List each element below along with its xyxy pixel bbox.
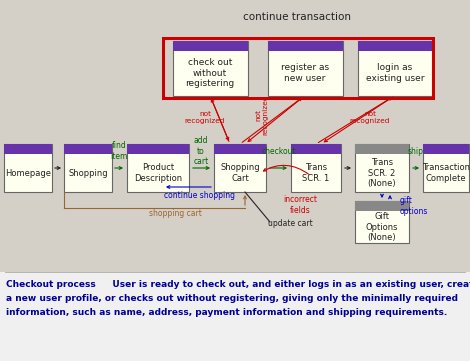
- Bar: [64, 144, 112, 154]
- Bar: [4, 144, 52, 192]
- Text: Transaction
Complete: Transaction Complete: [422, 163, 470, 183]
- Text: Gift
Options
(None): Gift Options (None): [366, 212, 398, 242]
- Bar: [0, 272, 470, 361]
- FancyArrowPatch shape: [264, 165, 309, 174]
- Bar: [127, 144, 189, 154]
- Text: Product
Description: Product Description: [134, 163, 182, 183]
- Text: a new user profile, or checks out without registering, giving only the minimally: a new user profile, or checks out withou…: [6, 294, 458, 303]
- Text: update cart: update cart: [267, 219, 313, 229]
- Bar: [355, 201, 409, 243]
- Bar: [358, 40, 432, 51]
- Bar: [214, 144, 266, 154]
- FancyArrowPatch shape: [324, 97, 392, 142]
- Bar: [355, 144, 409, 154]
- Text: not
recognized: not recognized: [185, 112, 225, 125]
- Bar: [355, 201, 409, 211]
- Text: information, such as name, address, payment information and shipping requirement: information, such as name, address, paym…: [6, 308, 447, 317]
- Text: add
to
cart: add to cart: [193, 136, 209, 166]
- FancyArrowPatch shape: [211, 98, 229, 140]
- Bar: [64, 144, 112, 192]
- Bar: [423, 144, 469, 192]
- FancyArrowPatch shape: [381, 194, 384, 197]
- FancyArrowPatch shape: [242, 98, 302, 142]
- FancyArrowPatch shape: [115, 167, 122, 169]
- FancyArrowPatch shape: [318, 97, 392, 143]
- Bar: [291, 144, 341, 192]
- Text: continue transaction: continue transaction: [243, 12, 351, 22]
- FancyArrowPatch shape: [193, 167, 209, 169]
- Text: not
recognized: not recognized: [256, 95, 268, 135]
- Text: Trans
SCR. 1: Trans SCR. 1: [302, 163, 329, 183]
- Text: login as
existing user: login as existing user: [366, 63, 424, 83]
- Text: checkout: checkout: [262, 147, 296, 156]
- Text: gift
options: gift options: [400, 196, 428, 216]
- Bar: [172, 40, 248, 51]
- Text: not
recognized: not recognized: [350, 112, 390, 125]
- Bar: [355, 144, 409, 192]
- FancyArrowPatch shape: [243, 196, 246, 205]
- FancyArrowPatch shape: [270, 167, 286, 169]
- Text: check out
without
registering: check out without registering: [185, 58, 235, 88]
- Bar: [214, 144, 266, 192]
- FancyArrowPatch shape: [248, 97, 303, 142]
- Bar: [4, 144, 52, 154]
- FancyArrowPatch shape: [413, 167, 418, 169]
- Text: incorrect
fields: incorrect fields: [283, 195, 317, 215]
- Text: Trans
SCR. 2
(None): Trans SCR. 2 (None): [368, 158, 396, 188]
- Bar: [163, 38, 433, 98]
- Text: find
item: find item: [110, 141, 128, 161]
- Bar: [423, 144, 469, 154]
- Text: Shopping
Cart: Shopping Cart: [220, 163, 260, 183]
- Text: Checkout process: Checkout process: [6, 280, 96, 289]
- Bar: [358, 40, 432, 96]
- Text: Homepage: Homepage: [5, 169, 51, 178]
- Bar: [127, 144, 189, 192]
- FancyArrowPatch shape: [389, 196, 392, 199]
- Bar: [291, 144, 341, 154]
- Text: Shopping: Shopping: [68, 169, 108, 178]
- FancyArrowPatch shape: [167, 186, 211, 188]
- Bar: [267, 40, 343, 96]
- Text: User is ready to check out, and either logs in as an existing user, creates: User is ready to check out, and either l…: [103, 280, 470, 289]
- Text: shopping cart: shopping cart: [149, 209, 202, 218]
- Bar: [267, 40, 343, 51]
- Text: continue shopping: continue shopping: [164, 191, 235, 200]
- FancyArrowPatch shape: [345, 167, 350, 169]
- FancyArrowPatch shape: [55, 167, 60, 169]
- Text: ship: ship: [408, 147, 424, 156]
- Bar: [172, 40, 248, 96]
- Text: register as
new user: register as new user: [281, 63, 329, 83]
- FancyArrowPatch shape: [212, 99, 229, 142]
